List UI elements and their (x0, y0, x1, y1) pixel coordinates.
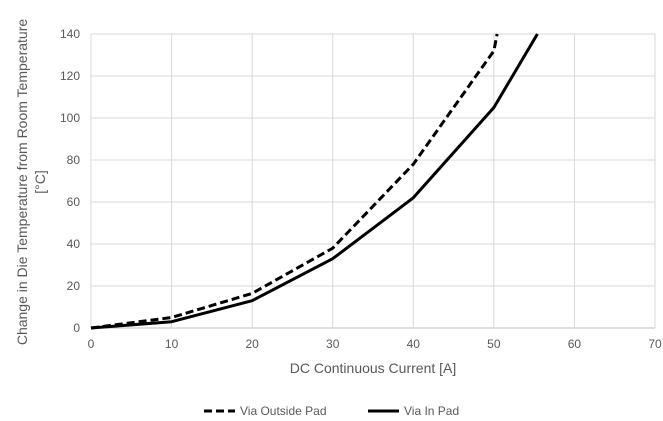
y-tick-labels: 0 20 40 60 80 100 120 140 (60, 27, 80, 335)
x-tick-label: 40 (407, 337, 421, 351)
legend: Via Outside Pad Via In Pad (204, 404, 459, 418)
y-axis-title-line-2: [°C] (32, 170, 48, 194)
x-tick-label: 0 (88, 337, 95, 351)
x-tick-labels: 0 10 20 30 40 50 60 70 (88, 337, 662, 351)
series-line-1 (90, 33, 499, 330)
x-tick-label: 50 (487, 337, 501, 351)
series-lines (90, 33, 539, 330)
y-tick-label: 0 (73, 321, 80, 335)
x-axis-title: DC Continuous Current [A] (290, 360, 457, 376)
legend-label-1: Via Outside Pad (240, 404, 327, 418)
series-line-2 (90, 33, 539, 330)
y-tick-label: 100 (60, 111, 80, 125)
x-tick-label: 60 (568, 337, 582, 351)
y-axis-title: Change in Die Temperature from Room Temp… (14, 19, 48, 346)
x-tick-label: 10 (165, 337, 179, 351)
y-axis-title-line-1: Change in Die Temperature from Room Temp… (14, 19, 30, 346)
legend-label-2: Via In Pad (404, 404, 459, 418)
x-tick-label: 70 (648, 337, 662, 351)
y-tick-label: 60 (67, 195, 81, 209)
y-tick-label: 40 (67, 237, 81, 251)
x-tick-label: 30 (326, 337, 340, 351)
y-tick-label: 140 (60, 27, 80, 41)
y-tick-label: 20 (67, 279, 81, 293)
gridlines (90, 33, 656, 329)
y-tick-label: 120 (60, 69, 80, 83)
y-tick-label: 80 (67, 153, 81, 167)
x-tick-label: 20 (245, 337, 259, 351)
